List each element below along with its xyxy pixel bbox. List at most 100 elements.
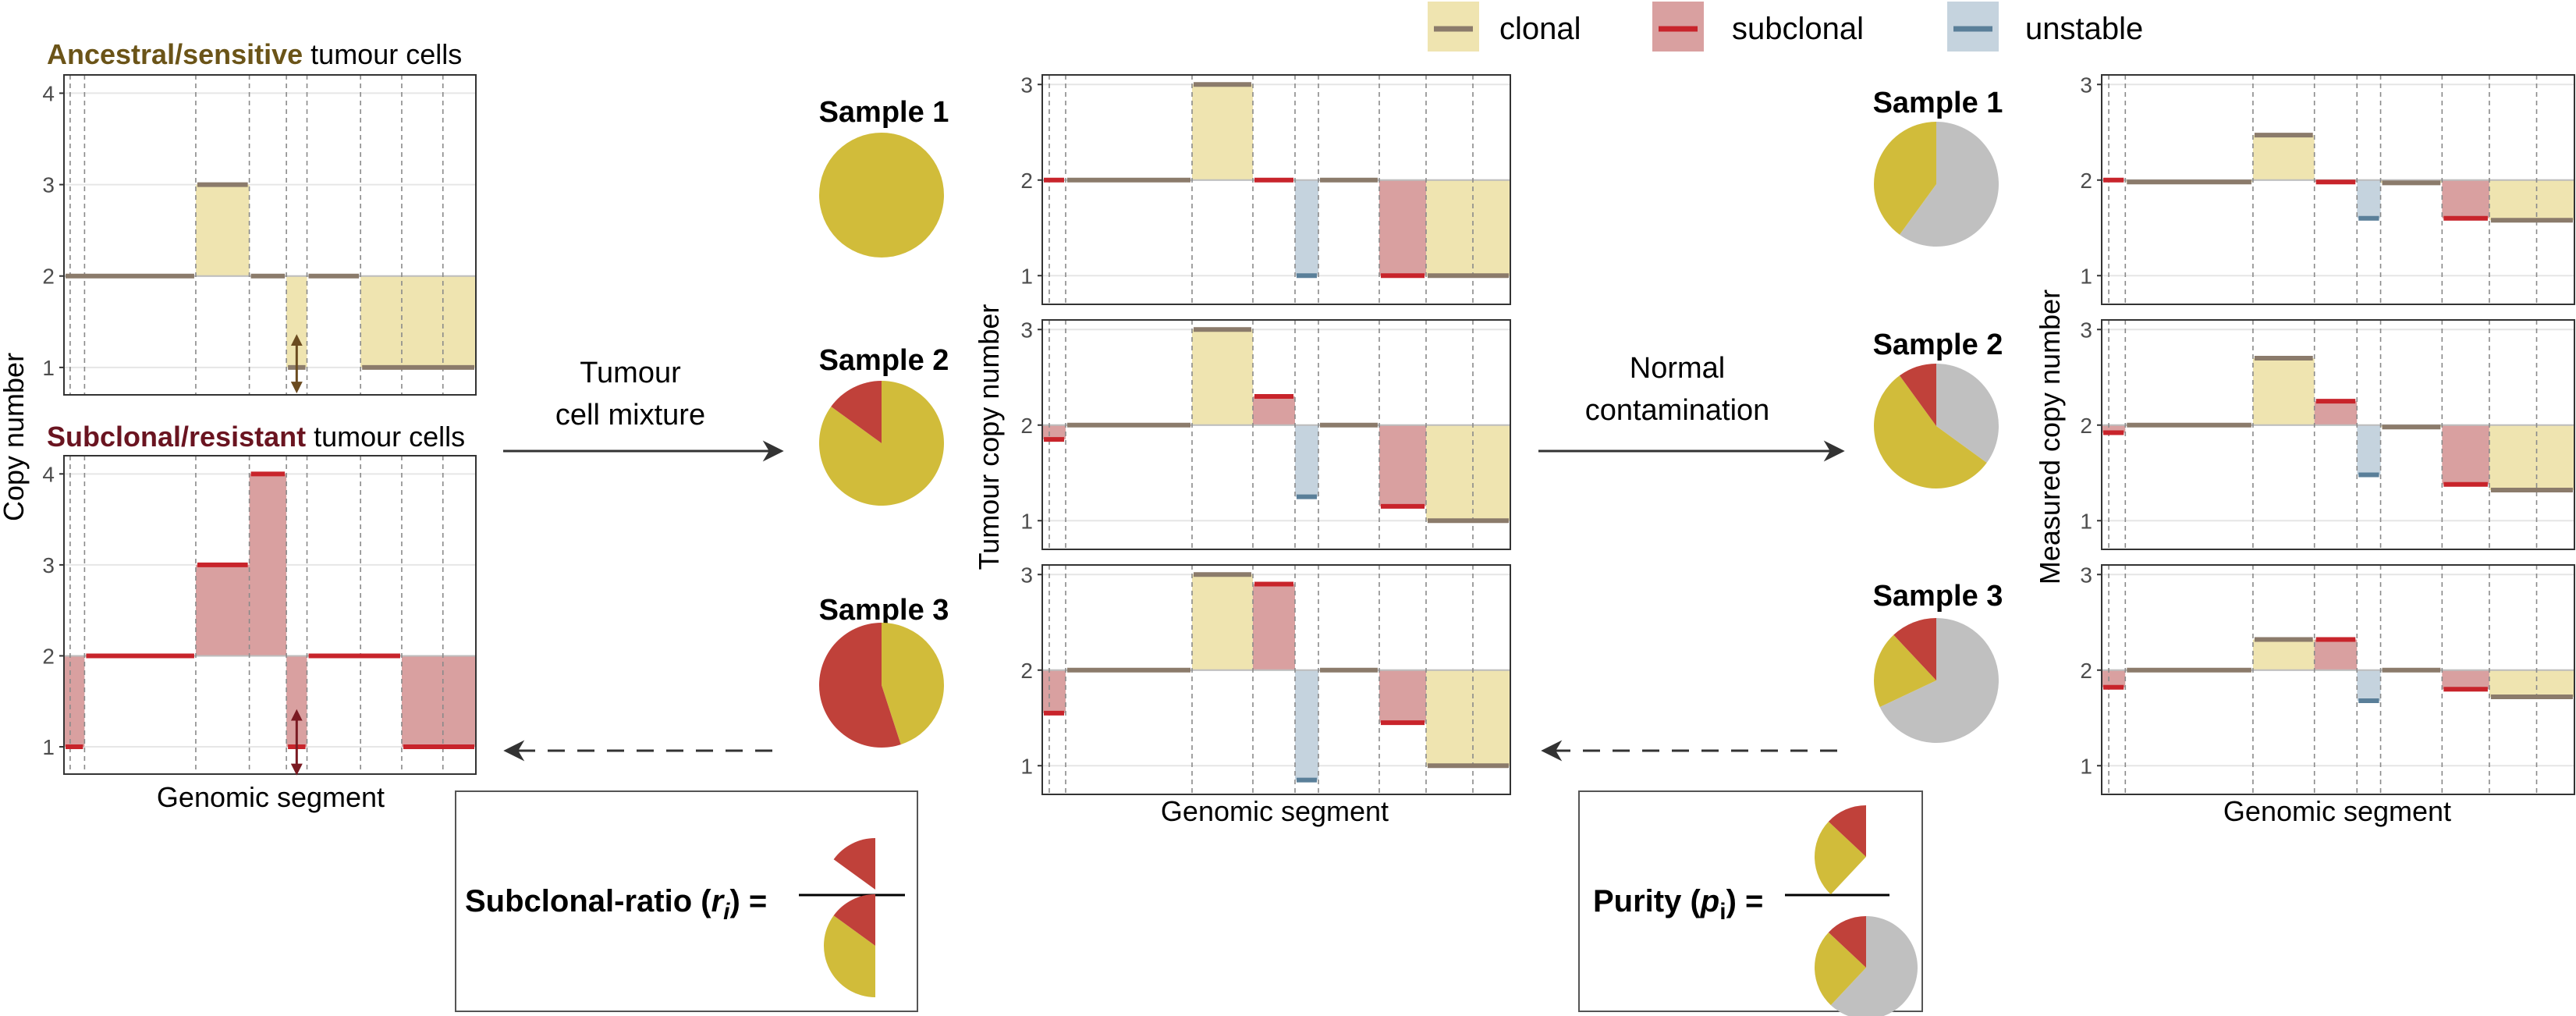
resistant-title-rest: tumour cells	[306, 421, 465, 453]
measured-sample-2-segment-fill-4	[2357, 425, 2381, 475]
measured-sample-3-ytick-label: 3	[2080, 563, 2092, 587]
resistant-frame	[63, 455, 477, 775]
tumour-sample-2-segment-fill-3	[1253, 396, 1295, 425]
purity-denominator-pie-slice-0	[1830, 916, 1918, 1016]
subclonal-ratio-var: r	[711, 884, 726, 918]
subclonal-ratio-label: Subclonal-ratio (	[465, 884, 711, 918]
ancestral-copy-number-plot: 1 2 3 4	[42, 74, 477, 396]
purity-denominator-pie-slice-1	[1815, 932, 1866, 1006]
tumour-sample-2-ytick-label: 1	[1020, 509, 1033, 533]
measured-sample-1-panel: 1 2 3	[2080, 73, 2575, 305]
measured-copy-number-plots: 1 2 3 1 2 3 1 2 3	[2080, 73, 2575, 795]
tumour-sample-2-ytick-label: 3	[1020, 318, 1033, 342]
measured-sample-2-segment-fill-3	[2314, 401, 2358, 425]
right-sample-3-pie-slice-2	[1893, 618, 1936, 680]
ancestral-panel: 1 2 3 4	[42, 74, 477, 396]
measured-sample-3-segment-fill-4	[2357, 670, 2381, 701]
measured-sample-3-segment-fill-7	[2489, 670, 2574, 698]
purity-close: ) =	[1726, 884, 1764, 918]
legend-label-clonal: clonal	[1499, 12, 1581, 46]
tumour-sample-1-frame	[1041, 74, 1511, 305]
ancestral-title: Ancestral/sensitive tumour cells	[47, 38, 462, 70]
right-sample-2-pie-slice-0	[1936, 364, 1999, 464]
tumour-sample-3-ytick-label: 2	[1020, 659, 1033, 683]
subclonal-ratio-box	[455, 790, 918, 1012]
measured-sample-3-segment-fill-0	[2102, 670, 2126, 687]
legend-item-clonal: clonal	[1428, 2, 1581, 52]
contamination-label-line2: contamination	[1585, 394, 1770, 427]
purity-label: Purity (	[1593, 884, 1701, 918]
measured-sample-2-segment-fill-2	[2252, 358, 2315, 425]
measured-sample-1-ytick-label: 1	[2080, 264, 2092, 288]
middle-ylabel: Tumour copy number	[973, 304, 1005, 570]
tumour-sample-1-ytick-label: 2	[1020, 169, 1033, 193]
tumour-sample-1-ytick-label: 3	[1020, 73, 1033, 97]
subclonal-ratio-close: ) =	[730, 884, 768, 918]
tumour-copy-number-plots: 1 2 3 1 2 3 1 2 3	[1020, 73, 1511, 795]
ancestral-ytick-label: 3	[42, 173, 55, 197]
tumour-sample-1-panel: 1 2 3	[1020, 73, 1511, 305]
resistant-ytick-label: 2	[42, 644, 55, 668]
subclonal-ratio-formula: Subclonal-ratio (ri) =	[455, 790, 927, 1012]
left-sample-3-pie-slice-1	[819, 623, 901, 748]
left-sample-3-title: Sample 3	[819, 594, 949, 627]
legend-item-subclonal: subclonal	[1652, 2, 1864, 52]
ratio-numerator-pie-slice-1	[833, 838, 875, 890]
tumour-sample-2-ytick-label: 2	[1020, 414, 1033, 438]
purity-formula: Purity (pi) =	[1578, 790, 1923, 1016]
tumour-sample-2-segment-fill-4	[1295, 425, 1318, 497]
right-sample-1-title: Sample 1	[1873, 87, 2003, 119]
legend-label-subclonal: subclonal	[1732, 12, 1864, 46]
ancestral-ytick-label: 1	[42, 356, 55, 380]
tumour-sample-1-segment-fill-4	[1295, 179, 1318, 276]
tumour-sample-2-panel: 1 2 3	[1020, 318, 1511, 550]
right-sample-1-pie-slice-1	[1874, 122, 1936, 235]
right-ylabel: Measured copy number	[2034, 290, 2066, 584]
tumour-sample-2-segment-fill-0	[1042, 425, 1066, 440]
measured-sample-1-segment-fill-7	[2489, 179, 2574, 221]
mixture-label-line1: Tumour	[580, 357, 681, 389]
measured-sample-3-segment-fill-3	[2314, 639, 2358, 670]
tumour-sample-3-segment-fill-6	[1379, 670, 1426, 723]
measured-sample-2-segment-fill-6	[2442, 425, 2489, 485]
ancestral-frame	[63, 74, 477, 396]
ancestral-title-bold: Ancestral/sensitive	[47, 38, 303, 70]
measured-sample-2-ytick-label: 3	[2080, 318, 2092, 342]
measured-sample-3-segment-fill-6	[2442, 670, 2489, 690]
right-sample-3-title: Sample 3	[1873, 580, 2003, 613]
contamination-label-line1: Normal	[1630, 352, 1725, 385]
right-sample-2-title: Sample 2	[1873, 329, 2003, 361]
ratio-denominator-pie-slice-2	[833, 894, 875, 946]
ratio-denominator-pie-slice-1	[824, 915, 875, 997]
right-sample-2-pie-slice-2	[1899, 364, 1936, 426]
left-sample-1-title: Sample 1	[819, 96, 949, 129]
left-xlabel: Genomic segment	[157, 781, 385, 813]
resistant-ytick-label: 4	[42, 462, 55, 486]
resistant-title-bold: Subclonal/resistant	[47, 421, 306, 453]
measured-sample-3-panel: 1 2 3	[2080, 563, 2575, 795]
left-sample-1-pie-slice-0	[819, 133, 944, 258]
subclonal-ratio-text: Subclonal-ratio (ri) =	[465, 884, 767, 925]
purity-text: Purity (pi) =	[1593, 884, 1763, 925]
measured-sample-1-segment-fill-4	[2357, 179, 2381, 218]
left-sample-2-title: Sample 2	[819, 344, 949, 377]
purity-box	[1578, 790, 1923, 1012]
tumour-sample-3-frame	[1041, 564, 1511, 795]
measured-sample-2-ytick-label: 2	[2080, 414, 2092, 438]
measured-sample-3-frame	[2101, 564, 2575, 795]
left-sample-3-pie-slice-0	[882, 623, 944, 745]
measured-sample-2-ytick-label: 1	[2080, 509, 2092, 533]
resistant-panel: 1 2 3 4	[42, 455, 477, 775]
ratio-denominator-pie-slice-0	[875, 894, 927, 997]
measured-sample-3-segment-fill-2	[2252, 639, 2315, 670]
legend-item-unstable: unstable	[1947, 2, 2143, 52]
tumour-sample-3-segment-fill-4	[1295, 670, 1318, 780]
measured-sample-1-ytick-label: 3	[2080, 73, 2092, 97]
tumour-sample-3-segment-fill-0	[1042, 670, 1066, 713]
measured-sample-2-segment-fill-0	[2102, 425, 2126, 433]
left-ylabel: Copy number	[0, 353, 30, 521]
measured-sample-1-segment-fill-6	[2442, 179, 2489, 218]
purity-sub: i	[1719, 899, 1726, 925]
tumour-sample-3-segment-fill-3	[1253, 584, 1295, 670]
